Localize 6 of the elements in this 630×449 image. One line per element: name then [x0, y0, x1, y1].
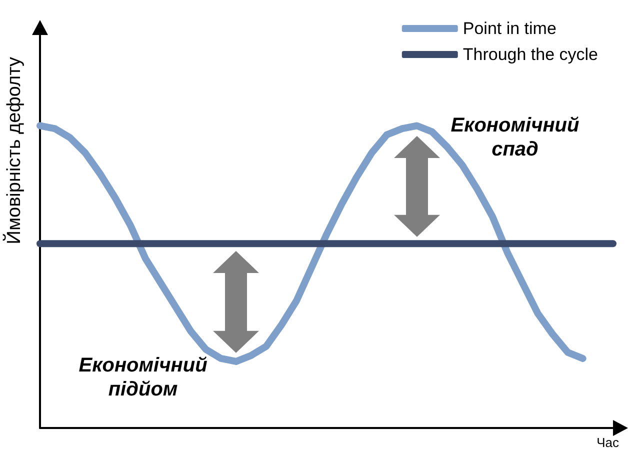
annotation: Економічний спад [450, 114, 580, 161]
annotation: Економічний підйом [78, 354, 208, 400]
legend-label: Point in time [462, 19, 556, 38]
x-axis-title: Час [596, 435, 620, 449]
legend-label: Through the cycle [462, 45, 598, 64]
y-axis-title: Ймовірність дефолту [2, 56, 25, 244]
